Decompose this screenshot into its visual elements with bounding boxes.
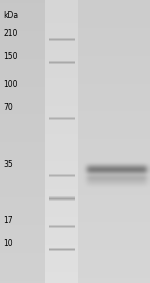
Text: 100: 100 — [3, 80, 18, 89]
Text: 17: 17 — [3, 216, 13, 225]
Text: 210: 210 — [3, 29, 17, 38]
Text: 70: 70 — [3, 103, 13, 112]
Text: 10: 10 — [3, 239, 13, 248]
Text: kDa: kDa — [3, 11, 18, 20]
Text: 35: 35 — [3, 160, 13, 169]
Text: 150: 150 — [3, 52, 18, 61]
